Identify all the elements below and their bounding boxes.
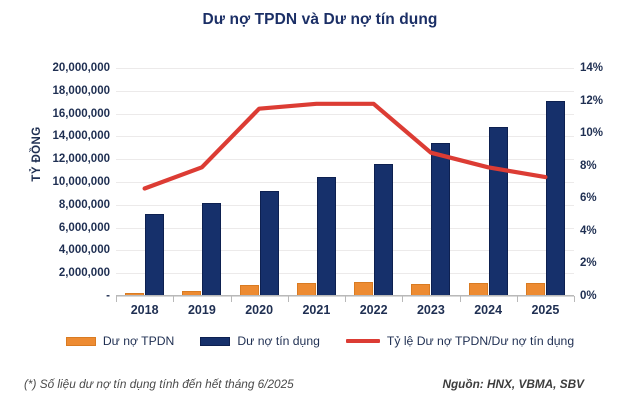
orange-bar-swatch-icon bbox=[65, 336, 96, 346]
x-axis-tick-label: 2020 bbox=[245, 303, 274, 317]
x-axis-tick bbox=[402, 296, 404, 302]
footnote-source: Nguồn: HNX, VBMA, SBV bbox=[442, 377, 584, 391]
y-axis-right-labels: 0% 2% 4% 6% 8% 10% 12% 14% bbox=[580, 62, 636, 302]
x-axis-tick-label: 2024 bbox=[474, 303, 503, 317]
x-axis-tick bbox=[459, 296, 461, 302]
bar-du-no-tpdn[interactable] bbox=[354, 282, 374, 296]
x-axis-tick bbox=[230, 296, 232, 302]
x-axis-labels: 2018 2019 2020 2021 2022 2023 2024 2025 bbox=[116, 303, 574, 323]
y-axis-left-tick: 18,000,000 bbox=[52, 84, 110, 97]
x-axis-tick-label: 2022 bbox=[359, 303, 388, 317]
gridline bbox=[116, 204, 574, 206]
x-axis-tick-label: 2025 bbox=[531, 303, 560, 317]
bar-du-no-tin-dung[interactable] bbox=[545, 101, 565, 296]
legend-label: Dư nợ tín dụng bbox=[237, 334, 320, 348]
bar-du-no-tin-dung[interactable] bbox=[374, 163, 394, 296]
x-axis-tick bbox=[345, 296, 346, 302]
y-axis-left-tick: 6,000,000 bbox=[58, 221, 110, 234]
y-axis-left-tick: 4,000,000 bbox=[58, 244, 110, 257]
x-axis-tick bbox=[173, 296, 175, 302]
y-axis-right-tick: 2% bbox=[580, 257, 597, 270]
x-axis-tick-label: 2021 bbox=[302, 303, 331, 317]
gridline bbox=[116, 227, 574, 229]
x-axis-tick bbox=[574, 296, 575, 302]
navy-bar-swatch-icon bbox=[200, 336, 231, 346]
bar-du-no-tin-dung[interactable] bbox=[431, 143, 451, 296]
bar-du-no-tin-dung[interactable] bbox=[259, 191, 279, 296]
y-axis-left-tick: 12,000,000 bbox=[52, 153, 110, 166]
bars-layer bbox=[116, 68, 574, 296]
y-axis-title: TỶ ĐỒNG bbox=[31, 126, 43, 182]
x-axis-tick bbox=[516, 296, 518, 302]
y-axis-left-tick: 10,000,000 bbox=[52, 176, 110, 188]
y-axis-right-tick: 12% bbox=[580, 94, 604, 107]
bar-du-no-tin-dung[interactable] bbox=[145, 213, 165, 296]
x-axis-tick bbox=[116, 296, 117, 302]
y-axis-left-tick: 8,000,000 bbox=[58, 198, 110, 211]
footnote-note: (*) Số liệu dư nợ tín dụng tính đến hết … bbox=[24, 377, 294, 391]
x-axis-line bbox=[116, 295, 574, 296]
gridline bbox=[116, 273, 574, 275]
bar-du-no-tin-dung[interactable] bbox=[488, 127, 508, 296]
y-axis-left-tick: 2,000,000 bbox=[58, 267, 110, 280]
legend-label: Tỷ lệ Dư nợ TPDN/Dư nợ tín dụng bbox=[386, 334, 575, 348]
bar-du-no-tin-dung[interactable] bbox=[316, 177, 336, 296]
x-axis-tick bbox=[287, 296, 289, 302]
gridline bbox=[116, 90, 574, 92]
y-axis-right-tick: 8% bbox=[580, 159, 597, 172]
legend-item-du-no-tpdn[interactable]: Dư nợ TPDN bbox=[65, 334, 175, 348]
y-axis-right-tick: 4% bbox=[580, 224, 597, 237]
chart-title: Dư nợ TPDN và Dư nợ tín dụng bbox=[202, 11, 438, 28]
y-axis-left-tick: - bbox=[106, 290, 110, 302]
x-axis-tick-label: 2018 bbox=[130, 303, 159, 317]
y-axis-right-tick: 6% bbox=[580, 192, 597, 205]
legend-label: Dư nợ TPDN bbox=[102, 334, 175, 348]
legend-item-du-no-tin-dung[interactable]: Dư nợ tín dụng bbox=[200, 334, 320, 348]
y-axis-left-tick: 16,000,000 bbox=[52, 107, 110, 120]
x-axis-tick-label: 2019 bbox=[187, 303, 216, 317]
y-axis-right-tick: 14% bbox=[580, 62, 604, 74]
gridline bbox=[116, 68, 574, 69]
chart-legend: Dư nợ TPDN Dư nợ tín dụng Tỷ lệ Dư nợ TP… bbox=[0, 334, 640, 348]
red-line-swatch-icon bbox=[345, 339, 380, 343]
gridline bbox=[116, 250, 574, 252]
y-axis-left-tick: 20,000,000 bbox=[52, 62, 110, 74]
x-axis-tick-label: 2023 bbox=[416, 303, 445, 317]
footnotes: (*) Số liệu dư nợ tín dụng tính đến hết … bbox=[0, 377, 640, 391]
y-axis-right-tick: 0% bbox=[580, 290, 597, 302]
y-axis-right-tick: 10% bbox=[580, 127, 604, 140]
y-axis-left-labels: - 2,000,000 4,000,000 6,000,000 8,000,000 10,… bbox=[10, 62, 110, 302]
legend-item-ty-le[interactable]: Tỷ lệ Dư nợ TPDN/Dư nợ tín dụng bbox=[345, 334, 575, 348]
y-axis-left-tick: 14,000,000 bbox=[52, 130, 110, 143]
bar-du-no-tin-dung[interactable] bbox=[202, 202, 222, 296]
